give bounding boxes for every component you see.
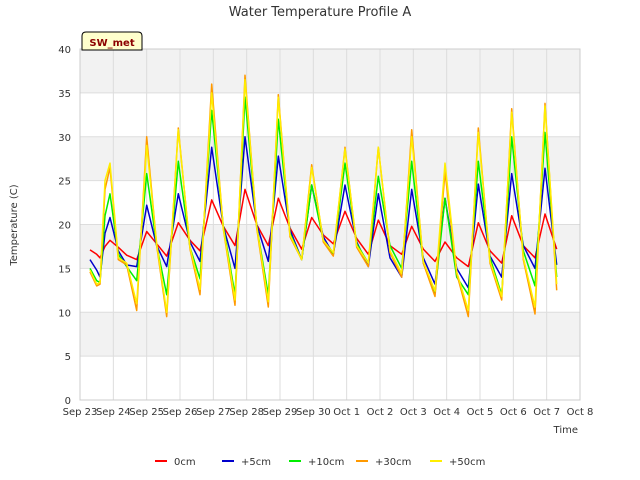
legend-label: +5cm xyxy=(241,457,271,468)
y-tick-label: 40 xyxy=(58,45,71,56)
y-tick-label: 10 xyxy=(58,308,71,319)
station-badge: SW_met xyxy=(81,31,143,51)
x-tick-label: Oct 5 xyxy=(467,407,494,418)
x-tick-label: Sep 24 xyxy=(96,407,131,418)
x-tick-label: Sep 29 xyxy=(263,407,298,418)
legend-label: +50cm xyxy=(449,457,485,468)
plot-background xyxy=(80,49,580,400)
x-tick-label: Sep 26 xyxy=(163,407,198,418)
y-tick-label: 5 xyxy=(65,352,71,363)
series-line-0cm xyxy=(89,188,558,268)
x-tick-label: Oct 6 xyxy=(500,407,527,418)
series-layer xyxy=(89,74,558,318)
x-tick-label: Sep 30 xyxy=(296,407,331,418)
x-tick-label: Sep 28 xyxy=(229,407,264,418)
y-axis: 0 5 10 15 20 25 30 35 40 xyxy=(58,45,71,407)
station-label: SW_met xyxy=(89,38,134,49)
legend-label: +30cm xyxy=(375,457,411,468)
y-tick-label: 20 xyxy=(58,221,71,232)
legend-label: 0cm xyxy=(174,457,196,468)
plot-band xyxy=(80,49,580,93)
x-tick-label: Oct 1 xyxy=(333,407,360,418)
plot-frame xyxy=(79,48,581,401)
plot-band xyxy=(80,136,580,181)
x-tick-label: Sep 23 xyxy=(63,407,98,418)
x-tick-label: Oct 3 xyxy=(400,407,427,418)
plot-band xyxy=(80,312,580,357)
legend-label: +10cm xyxy=(308,457,344,468)
y-tick-label: 25 xyxy=(58,177,71,188)
plot-band xyxy=(80,180,580,225)
y-axis-label: Temperature (C) xyxy=(9,184,20,266)
x-tick-label: Oct 7 xyxy=(533,407,560,418)
x-axis-label: Time xyxy=(553,425,578,436)
plot-band xyxy=(80,268,580,313)
x-tick-label: Sep 27 xyxy=(196,407,231,418)
y-tick-label: 0 xyxy=(65,396,71,407)
series-line-50cm xyxy=(89,78,558,314)
legend: 0cm +5cm +10cm +30cm +50cm xyxy=(155,457,485,468)
x-tick-label: Sep 25 xyxy=(129,407,164,418)
x-tick-label: Oct 2 xyxy=(367,407,394,418)
plot-band xyxy=(80,92,580,137)
y-tick-label: 35 xyxy=(58,89,71,100)
x-tick-label: Oct 8 xyxy=(567,407,594,418)
y-tick-label: 15 xyxy=(58,264,71,275)
x-tick-label: Oct 4 xyxy=(433,407,460,418)
plot-band xyxy=(80,356,580,400)
y-tick-label: 30 xyxy=(58,133,71,144)
chart-title: Water Temperature Profile A xyxy=(229,5,412,20)
